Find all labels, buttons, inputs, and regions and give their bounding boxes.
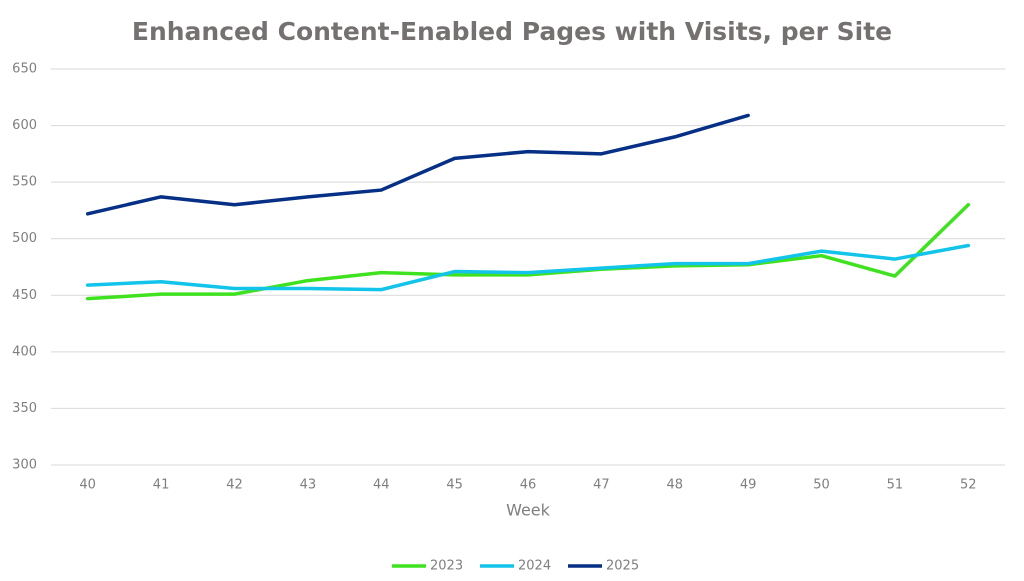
y-tick-label: 400 [12, 344, 37, 359]
series-line [85, 203, 971, 301]
x-tick-label: 43 [300, 478, 317, 493]
y-tick-label: 300 [12, 458, 37, 473]
x-tick-label: 42 [226, 478, 243, 493]
x-tick-label: 49 [740, 478, 757, 493]
x-tick-label: 41 [153, 478, 170, 493]
legend-label: 2023 [430, 559, 463, 574]
legend-label: 2025 [606, 559, 639, 574]
x-tick-label: 47 [593, 478, 610, 493]
x-tick-label: 46 [520, 478, 537, 493]
y-tick-label: 450 [12, 288, 37, 303]
y-tick-label: 600 [12, 118, 37, 133]
y-tick-label: 350 [12, 401, 37, 416]
y-tick-label: 500 [12, 231, 37, 246]
x-tick-label: 44 [373, 478, 390, 493]
x-tick-label: 52 [960, 478, 977, 493]
x-tick-label: 50 [813, 478, 830, 493]
x-tick-label: 45 [446, 478, 463, 493]
x-tick-label: 40 [79, 478, 96, 493]
series-line [85, 243, 971, 292]
x-tick-label: 51 [887, 478, 904, 493]
x-tick-label: 48 [666, 478, 683, 493]
series-line [85, 113, 750, 216]
y-tick-label: 650 [12, 62, 37, 77]
x-axis-label: Week [506, 501, 551, 520]
chart-title: Enhanced Content-Enabled Pages with Visi… [132, 17, 892, 46]
y-tick-label: 550 [12, 175, 37, 190]
legend-label: 2024 [518, 559, 551, 574]
